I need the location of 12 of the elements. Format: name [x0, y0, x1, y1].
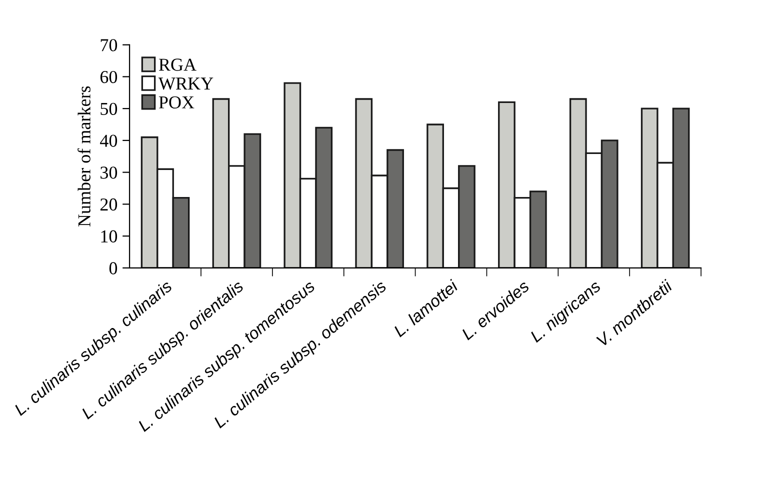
y-tick-label: 40: [100, 134, 118, 147]
y-axis-title: Number of markers: [78, 86, 90, 227]
y-tick-label: 70: [100, 39, 118, 52]
y-tick-label: 0: [109, 262, 118, 274]
y-tick-label: 10: [101, 230, 118, 242]
legend-label: WRKY: [158, 78, 214, 90]
legend-label: POX: [158, 96, 194, 108]
y-tick-label: 50: [100, 102, 118, 116]
legend-label: RGA: [158, 58, 196, 71]
y-tick-label: 20: [100, 198, 118, 211]
y-tick-label: 60: [100, 70, 118, 84]
y-tick-label: 30: [100, 166, 118, 179]
